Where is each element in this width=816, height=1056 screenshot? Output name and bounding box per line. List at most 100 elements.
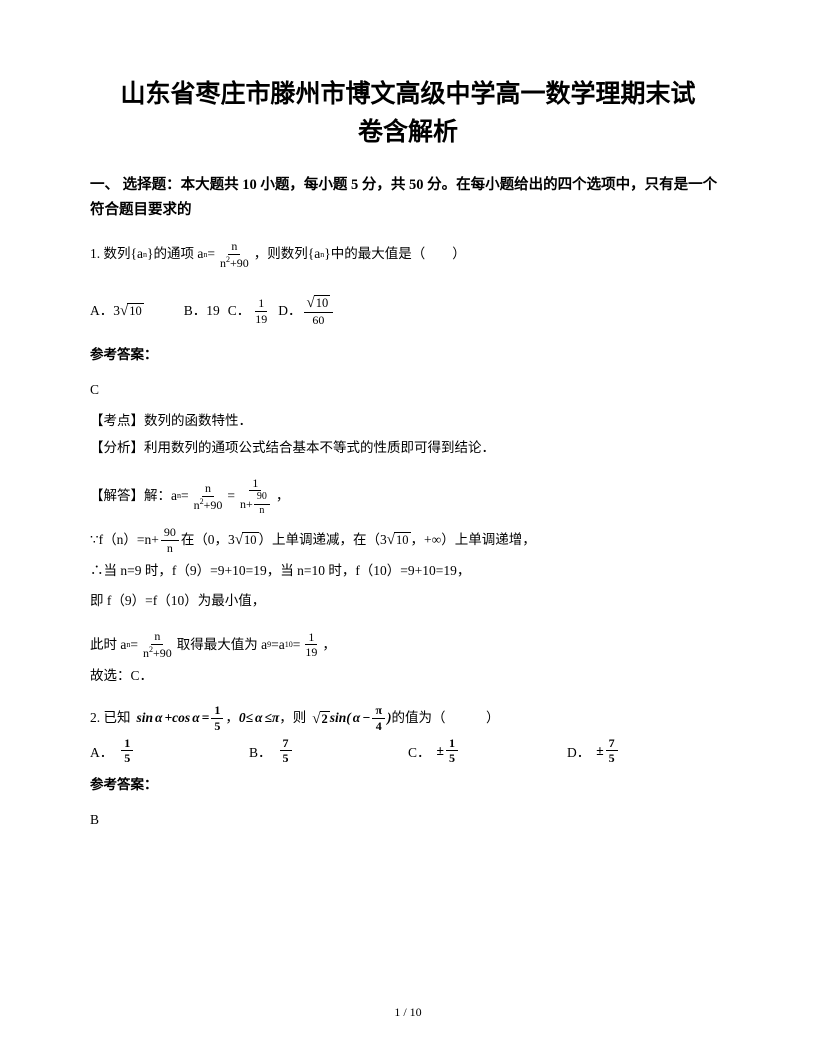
q1-A-pre: 3 bbox=[113, 301, 120, 322]
q2-frac1: 1 5 bbox=[211, 704, 223, 732]
q2A-frac: 15 bbox=[121, 737, 133, 765]
doc-title: 山东省枣庄市滕州市博文高级中学高一数学理期末试 卷含解析 bbox=[90, 76, 726, 151]
t: sin( bbox=[330, 708, 351, 729]
t: 1 bbox=[121, 737, 133, 752]
t: ）上单调递减，在（3 bbox=[259, 530, 387, 551]
q1-p4: 即 f（9）=f（10）为最小值， bbox=[90, 591, 726, 612]
q1-jd-eq: = bbox=[181, 486, 189, 507]
t: = bbox=[293, 635, 301, 656]
q1-B-val: 19 bbox=[206, 301, 220, 322]
alpha: α bbox=[155, 708, 162, 729]
q1-A-sqrt: √10 bbox=[120, 303, 144, 319]
t: 1 bbox=[211, 704, 223, 719]
q1-jd-comma: ， bbox=[276, 486, 290, 507]
q2-ref-label: 参考答案： bbox=[90, 775, 726, 796]
t: A． bbox=[90, 741, 113, 761]
q1-C-lett: C． bbox=[228, 301, 251, 322]
q2-opt-B: B． 75 bbox=[249, 737, 408, 765]
t: 5 bbox=[280, 751, 292, 765]
t: C． bbox=[408, 741, 431, 761]
q1-t5: }中的最大值是（ ） bbox=[324, 244, 465, 265]
q1-frac-num: n bbox=[228, 240, 240, 255]
q1-jd-f1n: n bbox=[202, 482, 214, 497]
eq2: = bbox=[227, 486, 235, 507]
q1-jieda: 【解答】解：a n = n n2+90 = 1 n+90n ， bbox=[90, 477, 726, 517]
q1-D-num: √10 bbox=[304, 295, 334, 313]
q1-den-c: +90 bbox=[230, 256, 249, 270]
t: 4 bbox=[373, 719, 385, 733]
q2D-frac: 75 bbox=[606, 737, 618, 765]
pm: ± bbox=[596, 743, 603, 759]
t: 2. 已知 bbox=[90, 708, 131, 729]
q2-options: A． 15 B． 75 C． ± 15 D． ± 75 bbox=[90, 737, 726, 765]
q1-p5: 此时 a n = n n2+90 取得最大值为 a 9 =a 10 = 1 19… bbox=[90, 630, 726, 659]
q1-t2: }的通项 a bbox=[147, 244, 203, 265]
t: sin bbox=[137, 708, 154, 729]
title-line1: 山东省枣庄市滕州市博文高级中学高一数学理期末试 bbox=[120, 81, 695, 108]
q1-t3: = bbox=[207, 244, 215, 265]
q2-answer: B bbox=[90, 810, 726, 831]
t: 2 bbox=[320, 711, 330, 727]
t: 10 bbox=[394, 532, 411, 548]
q1-C-frac: 1 19 bbox=[252, 297, 270, 325]
q2-stem: 2. 已知 sin α +cos α = 1 5 ， 0≤ α ≤ π ，则 √… bbox=[90, 704, 726, 732]
t: 5 bbox=[606, 751, 618, 765]
t: = bbox=[202, 708, 210, 729]
alpha: α bbox=[192, 708, 199, 729]
t: ， bbox=[225, 708, 239, 729]
q1-jd-f2n: 1 bbox=[249, 477, 261, 492]
sqrt10b: √10 bbox=[387, 532, 411, 548]
q1-p6: 故选：C． bbox=[90, 666, 726, 687]
pm: ± bbox=[437, 743, 444, 759]
t: n2+90 bbox=[140, 645, 175, 660]
t: 1 bbox=[305, 631, 317, 646]
q1-frac: n n2+90 bbox=[217, 240, 252, 269]
q1-D-sqrt-arg: 10 bbox=[314, 295, 331, 311]
section-1-heading: 一、 选择题：本大题共 10 小题，每小题 5 分，共 50 分。在每小题给出的… bbox=[90, 173, 726, 222]
q1-t1: 1. 数列{a bbox=[90, 244, 143, 265]
q1-D-den: 60 bbox=[309, 313, 327, 327]
q2-opt-D: D． ± 75 bbox=[567, 737, 726, 765]
alpha: α bbox=[353, 708, 360, 729]
t: 90 bbox=[254, 492, 270, 505]
t: 7 bbox=[606, 737, 618, 752]
q1-jd-f2d: n+90n bbox=[237, 491, 274, 516]
sqrt10a: √10 bbox=[235, 532, 259, 548]
t: 7 bbox=[280, 737, 292, 752]
t: 此时 a bbox=[90, 635, 126, 656]
t: 19 bbox=[302, 645, 320, 659]
frac-90-n: 90 n bbox=[161, 526, 179, 554]
q1-A-lett: A． bbox=[90, 301, 113, 322]
t: n bbox=[151, 630, 163, 645]
q2-frac2: π 4 bbox=[372, 704, 385, 732]
t: ，+∞）上单调递增， bbox=[411, 530, 536, 551]
t: ≤ bbox=[265, 708, 272, 729]
q1-frac-den: n2+90 bbox=[217, 255, 252, 270]
q2-sqrt2: √2 bbox=[312, 711, 329, 727]
q1-t4: ，则数列{a bbox=[254, 244, 320, 265]
q2-opt-C: C． ± 15 bbox=[408, 737, 567, 765]
t: 的值为（ ） bbox=[392, 708, 500, 729]
q1-D-lett: D． bbox=[278, 301, 301, 322]
alpha: α bbox=[255, 708, 262, 729]
q1-answer: C bbox=[90, 380, 726, 401]
t: 90 bbox=[161, 526, 179, 541]
t: − bbox=[362, 708, 370, 729]
q1-jd-f1d: n2+90 bbox=[191, 497, 226, 512]
q1-stem: 1. 数列{a n }的通项 a n = n n2+90 ，则数列{a n }中… bbox=[90, 240, 726, 269]
t: 0≤ bbox=[239, 708, 253, 729]
q1-kaodian: 【考点】数列的函数特性． bbox=[90, 411, 726, 432]
q1-D-frac: √10 60 bbox=[304, 295, 334, 327]
page-number: 1 / 10 bbox=[0, 1005, 816, 1020]
q2-opt-A: A． 15 bbox=[90, 737, 249, 765]
q1-jd-pre: 【解答】解：a bbox=[90, 486, 177, 507]
q1-jd-frac1: n n2+90 bbox=[191, 482, 226, 511]
t: +cos bbox=[164, 708, 190, 729]
t: π bbox=[372, 704, 385, 719]
q1-D-sqrt: √10 bbox=[307, 295, 331, 311]
q1-options: A． 3 √10 B． 19 C． 1 19 D． √10 60 bbox=[90, 295, 726, 327]
t: =a bbox=[271, 635, 285, 656]
t: 5 bbox=[211, 719, 223, 733]
q1-p5-frac2: 1 19 bbox=[302, 631, 320, 659]
t: 1 bbox=[446, 737, 458, 752]
